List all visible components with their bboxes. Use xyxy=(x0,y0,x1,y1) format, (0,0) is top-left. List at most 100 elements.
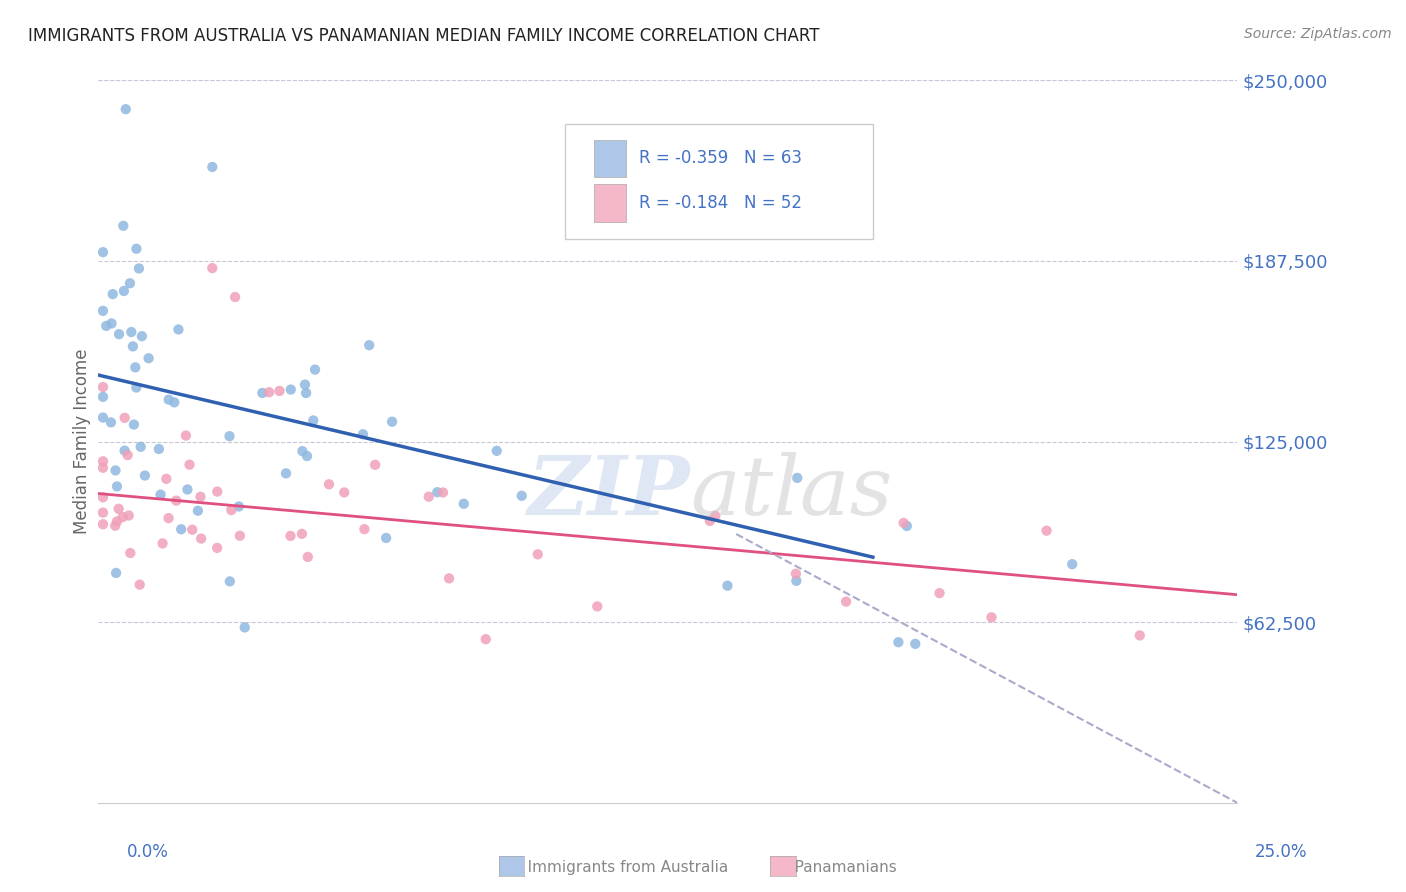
Point xyxy=(526,547,548,561)
Point xyxy=(375,531,398,545)
Point xyxy=(91,380,114,394)
Point xyxy=(148,442,170,456)
Text: IMMIGRANTS FROM AUSTRALIA VS PANAMANIAN MEDIAN FAMILY INCOME CORRELATION CHART: IMMIGRANTS FROM AUSTRALIA VS PANAMANIAN … xyxy=(28,27,820,45)
Point xyxy=(112,219,135,233)
Point xyxy=(91,245,114,260)
Point xyxy=(138,351,160,366)
Point xyxy=(295,449,318,463)
Point xyxy=(980,610,1002,624)
Point xyxy=(257,385,280,400)
Point xyxy=(704,508,727,523)
Point xyxy=(218,429,240,443)
Point xyxy=(304,362,326,376)
FancyBboxPatch shape xyxy=(593,185,626,222)
Point xyxy=(104,518,127,533)
Point xyxy=(91,390,114,404)
Point xyxy=(294,377,316,392)
Point xyxy=(114,102,136,116)
Point xyxy=(437,571,460,585)
Point xyxy=(352,427,374,442)
Point xyxy=(896,519,918,533)
Point xyxy=(91,460,114,475)
Point xyxy=(114,443,136,458)
Point xyxy=(928,586,950,600)
Text: atlas: atlas xyxy=(690,452,893,533)
Point xyxy=(190,532,212,546)
Point xyxy=(91,506,114,520)
Point xyxy=(105,515,128,529)
Point xyxy=(418,490,440,504)
Text: Immigrants from Australia: Immigrants from Australia xyxy=(513,860,728,874)
Point xyxy=(893,516,915,530)
Point xyxy=(105,479,128,493)
Point xyxy=(100,416,122,430)
Point xyxy=(201,261,224,276)
Point xyxy=(91,454,114,468)
Point xyxy=(229,529,252,543)
Point xyxy=(201,160,224,174)
Point xyxy=(280,529,302,543)
Point xyxy=(218,574,240,589)
Point xyxy=(181,523,204,537)
Point xyxy=(228,500,250,514)
Point xyxy=(91,410,114,425)
Point xyxy=(297,549,319,564)
Point xyxy=(887,635,910,649)
Text: 0.0%: 0.0% xyxy=(127,843,169,861)
Point xyxy=(91,491,114,505)
Point xyxy=(125,380,148,394)
Point xyxy=(128,261,150,276)
Point xyxy=(453,497,475,511)
Point xyxy=(134,468,156,483)
Point xyxy=(1129,628,1152,642)
Point xyxy=(426,485,449,500)
Point xyxy=(586,599,609,614)
Text: R = -0.184   N = 52: R = -0.184 N = 52 xyxy=(640,194,803,212)
Point xyxy=(167,322,190,336)
Point xyxy=(359,338,381,352)
Point xyxy=(785,574,807,588)
Point xyxy=(104,463,127,477)
Point xyxy=(252,386,274,401)
Point xyxy=(485,443,508,458)
Point xyxy=(269,384,291,398)
Point xyxy=(149,487,172,501)
Point xyxy=(163,395,186,409)
Point xyxy=(118,508,141,523)
Point xyxy=(207,484,229,499)
Point xyxy=(152,536,174,550)
Point xyxy=(1062,558,1084,572)
Point xyxy=(100,317,122,331)
Point xyxy=(122,417,145,432)
Point xyxy=(176,483,198,497)
Text: Panamanians: Panamanians xyxy=(780,860,897,874)
Point xyxy=(170,522,193,536)
Point xyxy=(120,546,142,560)
Text: ZIP: ZIP xyxy=(529,452,690,533)
FancyBboxPatch shape xyxy=(593,139,626,178)
Point xyxy=(131,329,153,343)
Point xyxy=(785,566,807,581)
Point xyxy=(190,490,212,504)
Point xyxy=(333,485,356,500)
Point xyxy=(128,577,150,591)
Y-axis label: Median Family Income: Median Family Income xyxy=(73,349,91,534)
Point xyxy=(364,458,387,472)
Point xyxy=(157,392,180,407)
Point xyxy=(114,410,136,425)
Point xyxy=(291,444,314,458)
Text: Source: ZipAtlas.com: Source: ZipAtlas.com xyxy=(1244,27,1392,41)
Point xyxy=(101,287,124,301)
Point xyxy=(91,517,114,532)
Point xyxy=(786,471,808,485)
Point xyxy=(432,485,454,500)
Point xyxy=(221,503,243,517)
Point xyxy=(295,386,318,401)
Point xyxy=(381,415,404,429)
Point xyxy=(165,493,187,508)
Point xyxy=(107,501,129,516)
Point xyxy=(205,541,228,555)
Point xyxy=(174,428,197,442)
Point xyxy=(291,526,314,541)
Point xyxy=(179,458,201,472)
